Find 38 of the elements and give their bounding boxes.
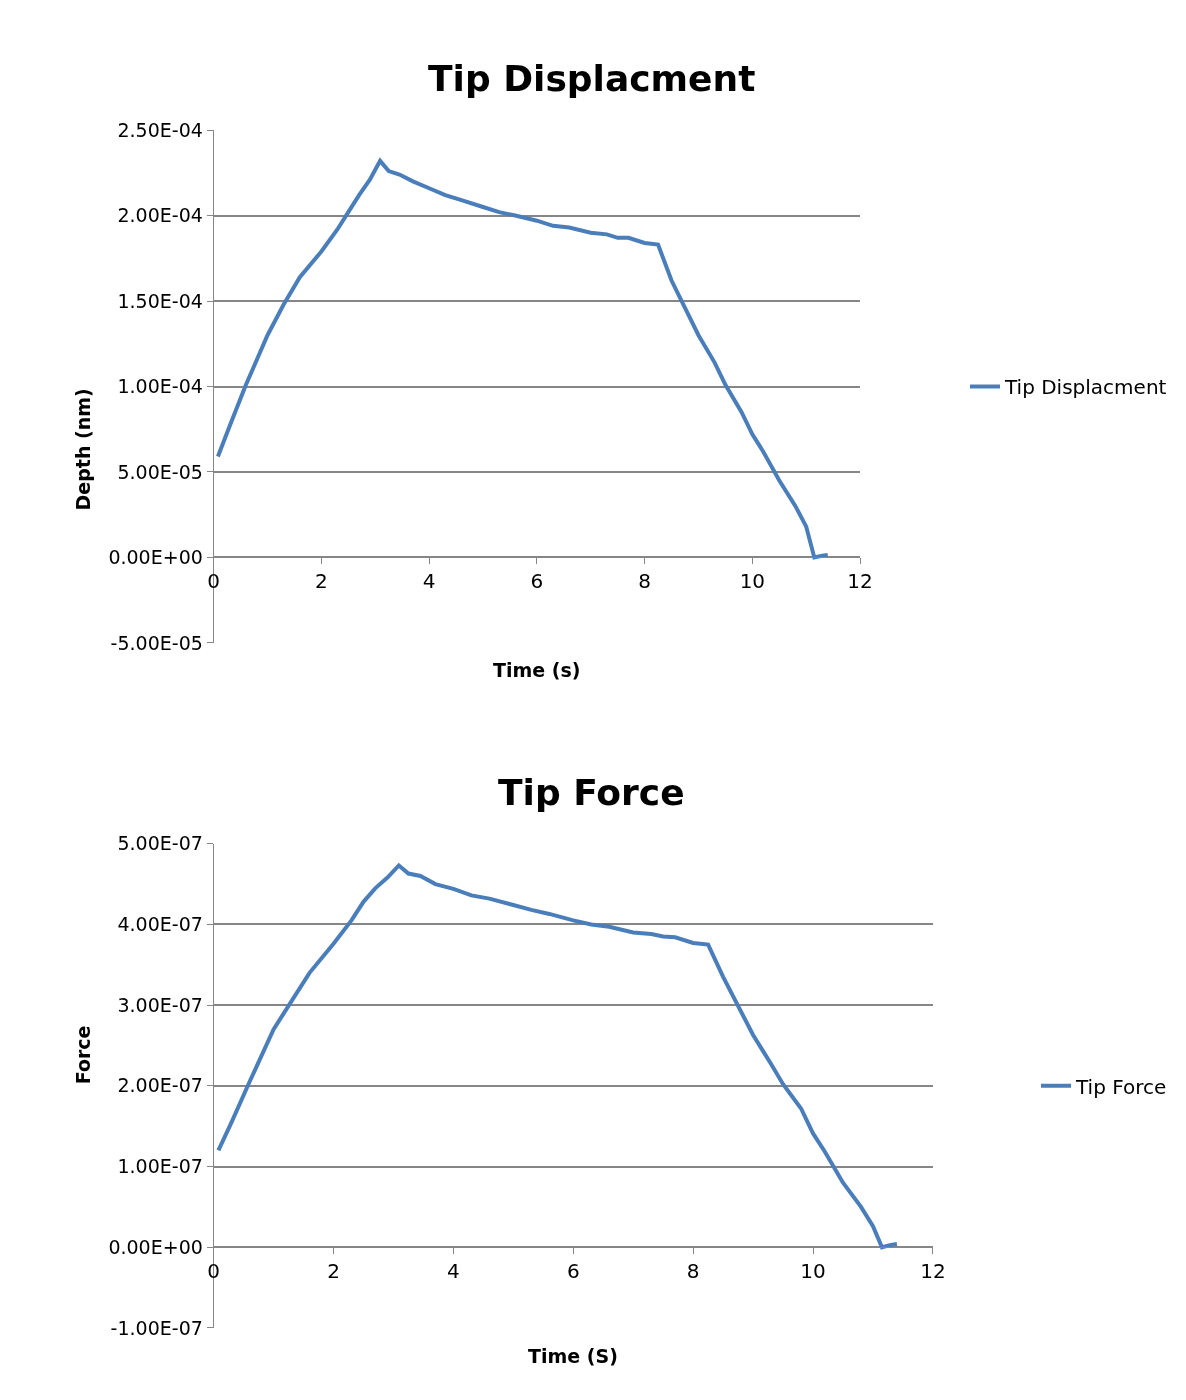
x-tick-label: 12 <box>920 1259 946 1284</box>
chart-title: Tip Displacment <box>428 58 756 99</box>
line-series <box>216 863 899 1250</box>
y-tick-label: -1.00E-07 <box>110 1316 203 1339</box>
y-tick-label: 1.00E-04 <box>117 375 203 398</box>
x-tick-label: 10 <box>739 569 766 594</box>
y-tick-label: 0.00E+00 <box>108 546 203 569</box>
y-tick-label: 0.00E+00 <box>108 1235 203 1258</box>
y-tick-label: 2.00E-04 <box>117 204 203 227</box>
y-axis-title: Depth (nm) <box>72 388 95 511</box>
y-tick-label: -5.00E-05 <box>110 631 203 654</box>
y-tick-label: 3.00E-07 <box>117 993 203 1016</box>
y-tick-label: 2.00E-07 <box>117 1074 203 1097</box>
x-tick-label: 4 <box>447 1259 460 1284</box>
legend-label: Tip Displacment <box>1004 375 1167 400</box>
x-tick-label: 4 <box>422 569 436 594</box>
x-tick-label: 10 <box>800 1259 826 1284</box>
x-tick-label: 2 <box>315 569 328 594</box>
x-tick-label: 0 <box>207 569 220 594</box>
x-tick-label: 8 <box>686 1259 700 1284</box>
y-tick-label: 1.50E-04 <box>117 289 203 312</box>
x-axis-title: Time (s) <box>493 659 581 681</box>
y-tick-label: 4.00E-07 <box>117 913 203 936</box>
chart-title: Tip Force <box>498 772 685 813</box>
legend-label: Tip Force <box>1075 1074 1167 1099</box>
x-tick-label: 2 <box>327 1259 340 1284</box>
y-tick-label: 1.00E-07 <box>117 1155 203 1178</box>
x-tick-label: 6 <box>566 1259 580 1284</box>
x-tick-label: 8 <box>638 569 651 594</box>
line-series <box>215 158 830 560</box>
y-tick-label: 5.00E-05 <box>117 460 203 483</box>
x-axis-title: Time (S) <box>528 1345 618 1367</box>
x-tick-label: 6 <box>530 569 544 594</box>
y-tick-label: 2.50E-04 <box>117 118 203 141</box>
y-tick-label: 5.00E-07 <box>117 832 203 855</box>
x-tick-label: 0 <box>207 1259 220 1284</box>
x-tick-label: 12 <box>847 569 873 594</box>
y-axis-title: Force <box>71 1025 94 1085</box>
